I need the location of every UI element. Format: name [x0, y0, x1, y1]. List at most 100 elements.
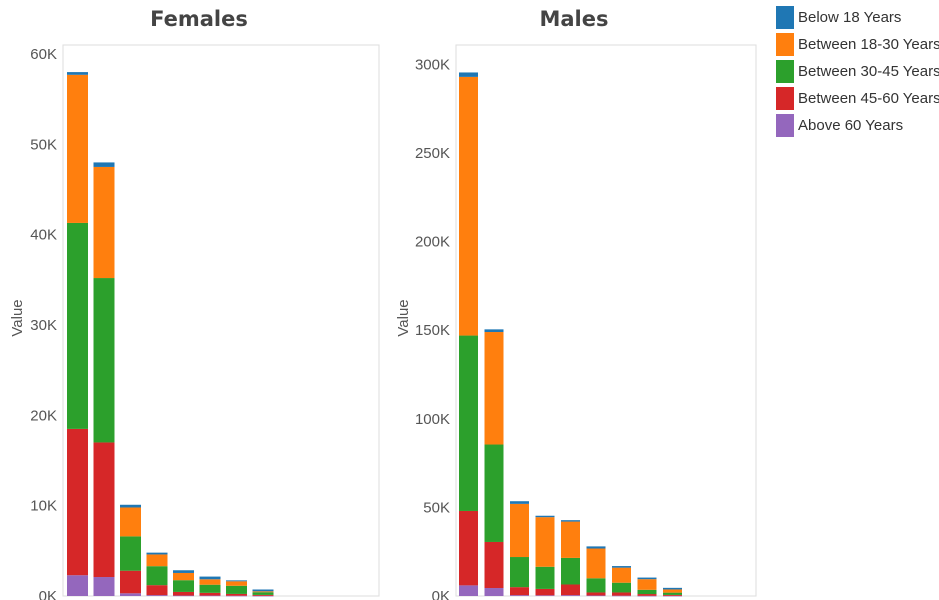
males-bar-segment-below-18-years[interactable]: [510, 501, 529, 504]
males-bar-segment-between-30-45-years[interactable]: [586, 578, 606, 593]
males-bar-segment-between-45-60-years[interactable]: [612, 592, 631, 596]
males-bar-segment-below-18-years[interactable]: [484, 329, 504, 333]
females-bar-segment-above-60-years[interactable]: [67, 575, 88, 596]
females-bar-segment-below-18-years[interactable]: [173, 570, 194, 573]
females-bar-segment-between-18-30-years[interactable]: [173, 572, 194, 581]
males-bar-segment-between-30-45-years[interactable]: [663, 592, 682, 595]
females-bar-segment-between-30-45-years[interactable]: [173, 580, 194, 592]
males-bar-segment-below-18-years[interactable]: [663, 587, 682, 590]
males-bar-segment-between-30-45-years[interactable]: [510, 557, 529, 588]
females-bar-segment-below-18-years[interactable]: [120, 504, 141, 508]
females-y-tick-label: 60K: [30, 46, 57, 63]
males-bar-segment-between-30-45-years[interactable]: [459, 335, 478, 511]
females-bar-segment-below-18-years[interactable]: [67, 72, 88, 75]
females-bar-segment-above-60-years[interactable]: [226, 595, 247, 597]
females-bar-segment-between-18-30-years[interactable]: [93, 166, 115, 279]
females-bar-segment-between-30-45-years[interactable]: [93, 278, 115, 443]
females-bar-segment-between-30-45-years[interactable]: [120, 536, 141, 571]
females-bar-segment-above-60-years[interactable]: [146, 595, 168, 596]
females-bar-segment-between-30-45-years[interactable]: [67, 222, 88, 429]
legend: Below 18 Years Between 18-30 Years Betwe…: [776, 4, 939, 139]
males-bar-segment-between-18-30-years[interactable]: [510, 503, 529, 558]
females-bar-segment-between-18-30-years[interactable]: [199, 579, 221, 585]
females-bar-segment-above-60-years[interactable]: [252, 595, 274, 597]
females-bar-segment-between-18-30-years[interactable]: [67, 74, 88, 223]
males-bar-segment-below-18-years[interactable]: [535, 515, 555, 518]
males-bar-segment-above-60-years[interactable]: [612, 595, 631, 597]
males-bar-segment-above-60-years[interactable]: [663, 595, 682, 597]
females-bar-segment-between-18-30-years[interactable]: [120, 507, 141, 537]
females-bar-segment-above-60-years[interactable]: [173, 595, 194, 597]
females-bar-segment-between-45-60-years[interactable]: [199, 592, 221, 596]
legend-item-45-60[interactable]: Between 45-60 Years: [776, 85, 939, 112]
legend-label: Below 18 Years: [798, 9, 902, 26]
legend-swatch: [776, 87, 794, 110]
males-bar-segment-between-18-30-years[interactable]: [459, 76, 478, 336]
males-bar-segment-between-30-45-years[interactable]: [612, 582, 631, 593]
males-bar-segment-above-60-years[interactable]: [510, 595, 529, 596]
females-bar-segment-between-45-60-years[interactable]: [252, 594, 274, 596]
males-bar-segment-between-18-30-years[interactable]: [535, 517, 555, 567]
females-bar-segment-above-60-years[interactable]: [93, 577, 115, 596]
males-bar-segment-between-30-45-years[interactable]: [637, 589, 657, 595]
males-bar-segment-between-18-30-years[interactable]: [663, 589, 682, 593]
males-bar-segment-below-18-years[interactable]: [561, 520, 580, 522]
females-bar-segment-between-45-60-years[interactable]: [173, 591, 194, 596]
males-bar-segment-between-45-60-years[interactable]: [637, 594, 657, 596]
females-bar-segment-between-45-60-years[interactable]: [226, 593, 247, 596]
males-bar-segment-between-45-60-years[interactable]: [663, 594, 682, 596]
males-bar-segment-between-45-60-years[interactable]: [459, 510, 478, 586]
females-bar-segment-above-60-years[interactable]: [120, 593, 141, 596]
females-bar-segment-between-30-45-years[interactable]: [146, 566, 168, 586]
legend-item-below-18[interactable]: Below 18 Years: [776, 4, 939, 31]
males-bar-segment-below-18-years[interactable]: [637, 577, 657, 580]
males-bar-segment-below-18-years[interactable]: [459, 72, 478, 77]
females-bar-segment-between-18-30-years[interactable]: [146, 554, 168, 567]
males-bar-segment-between-45-60-years[interactable]: [586, 592, 606, 596]
females-bar-segment-below-18-years[interactable]: [146, 552, 168, 555]
males-y-tick-label: 150K: [415, 322, 450, 339]
males-bar-segment-above-60-years[interactable]: [637, 595, 657, 597]
males-bar-segment-between-18-30-years[interactable]: [586, 548, 606, 579]
females-bar-segment-between-45-60-years[interactable]: [67, 428, 88, 576]
males-bar-segment-between-30-45-years[interactable]: [535, 566, 555, 589]
males-bar-segment-above-60-years[interactable]: [561, 595, 580, 596]
males-bar-segment-above-60-years[interactable]: [484, 588, 504, 596]
males-bar-segment-above-60-years[interactable]: [459, 585, 478, 596]
females-bar-segment-below-18-years[interactable]: [93, 162, 115, 167]
males-bar-segment-between-45-60-years[interactable]: [484, 541, 504, 589]
females-bar-segment-below-18-years[interactable]: [252, 589, 274, 592]
males-bar-segment-between-30-45-years[interactable]: [484, 444, 504, 542]
females-bar-segment-between-30-45-years[interactable]: [199, 584, 221, 593]
legend-item-18-30[interactable]: Between 18-30 Years: [776, 31, 939, 58]
females-bar-segment-between-45-60-years[interactable]: [120, 570, 141, 594]
males-bar-segment-above-60-years[interactable]: [586, 595, 606, 597]
females-bar-segment-below-18-years[interactable]: [226, 580, 247, 582]
males-bar-segment-between-45-60-years[interactable]: [510, 587, 529, 596]
females-y-tick-label: 30K: [30, 317, 57, 334]
males-bar-segment-between-18-30-years[interactable]: [637, 579, 657, 590]
females-bar-segment-between-30-45-years[interactable]: [252, 592, 274, 595]
males-bar-segment-below-18-years[interactable]: [612, 566, 631, 568]
females-bar-segment-between-18-30-years[interactable]: [226, 581, 247, 586]
females-bar-segment-between-45-60-years[interactable]: [146, 585, 168, 596]
males-bar-segment-above-60-years[interactable]: [535, 595, 555, 596]
males-bars: [459, 72, 682, 597]
legend-item-above-60[interactable]: Above 60 Years: [776, 112, 939, 139]
males-y-tick-label: 200K: [415, 234, 450, 251]
males-bar-segment-below-18-years[interactable]: [586, 546, 606, 549]
males-bar-segment-between-18-30-years[interactable]: [561, 521, 580, 558]
legend-item-30-45[interactable]: Between 30-45 Years: [776, 58, 939, 85]
males-bar-segment-between-45-60-years[interactable]: [535, 588, 555, 596]
legend-swatch: [776, 114, 794, 137]
females-bar-segment-between-18-30-years[interactable]: [252, 591, 274, 593]
males-bar-segment-between-18-30-years[interactable]: [484, 332, 504, 445]
females-bar-segment-between-30-45-years[interactable]: [226, 585, 247, 594]
females-bar-segment-above-60-years[interactable]: [199, 595, 221, 597]
females-bar-segment-between-45-60-years[interactable]: [93, 442, 115, 578]
females-y-tick-label: 0K: [39, 588, 57, 600]
males-bar-segment-between-30-45-years[interactable]: [561, 557, 580, 585]
males-bar-segment-between-45-60-years[interactable]: [561, 584, 580, 596]
females-bar-segment-below-18-years[interactable]: [199, 576, 221, 580]
males-bar-segment-between-18-30-years[interactable]: [612, 567, 631, 583]
